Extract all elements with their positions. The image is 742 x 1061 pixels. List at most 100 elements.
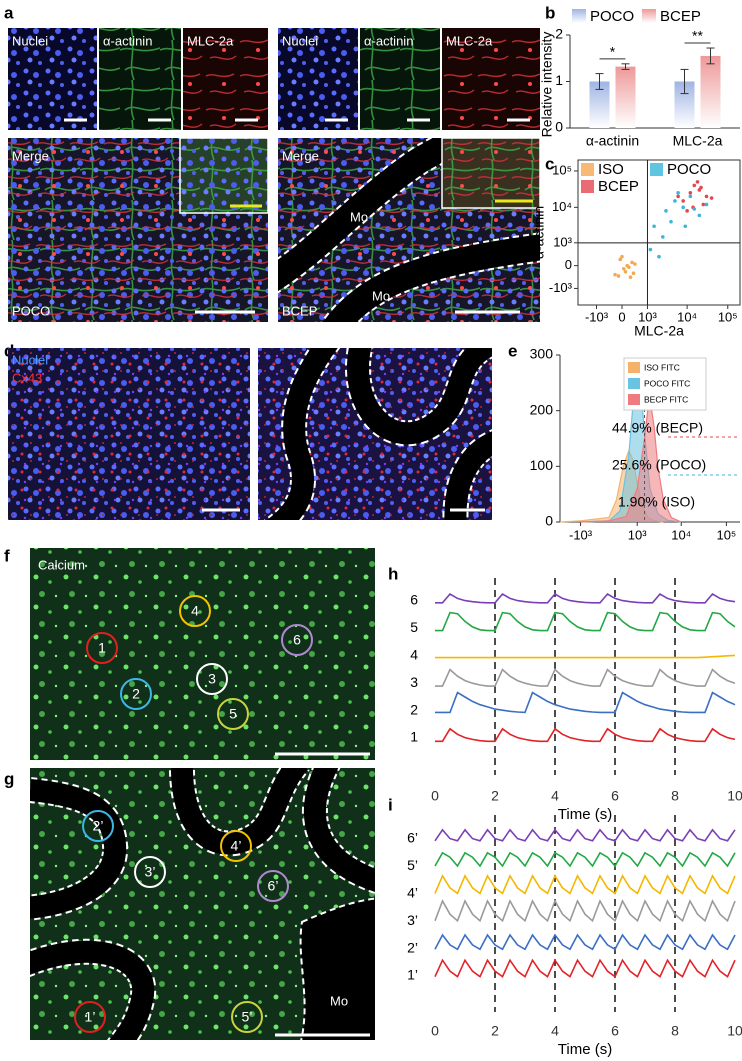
point [620, 254, 624, 259]
point [631, 271, 636, 276]
y-tick-label: 200 [530, 401, 554, 417]
point [623, 269, 628, 274]
band-group [264, 348, 492, 520]
legend-label: BECP FITC [644, 394, 688, 404]
panel-label: a [4, 3, 14, 22]
micrograph-texture [8, 28, 97, 130]
band [278, 138, 477, 292]
roi [74, 1001, 106, 1033]
band [299, 897, 375, 1040]
channel-label: Nuclei [12, 33, 48, 48]
inset-border [441, 137, 541, 209]
error-bar [595, 73, 604, 90]
point [669, 219, 673, 224]
area-fill [580, 405, 682, 522]
x-tick-label: 2 [491, 1023, 499, 1039]
trace [435, 668, 736, 687]
legend-swatch [628, 394, 640, 405]
x-tick-label: 10⁵ [716, 527, 736, 542]
legend-label: ISO FITC [644, 362, 680, 372]
roi-label: 2’ [93, 818, 104, 834]
x-tick-label: 0 [618, 309, 625, 324]
y-tick-label: 10³ [553, 234, 572, 249]
roi-label: 3 [208, 671, 216, 687]
band [304, 768, 375, 892]
roi-label: 6 [293, 632, 301, 648]
x-tick-label: 4 [551, 788, 559, 804]
micrograph-texture [442, 138, 540, 208]
legend-label: BCEP [660, 8, 701, 25]
trace [435, 611, 736, 632]
band [171, 768, 309, 855]
error-bar [621, 63, 630, 70]
roi [281, 624, 313, 656]
channel-label: Nuclei [282, 33, 318, 48]
trace [434, 851, 736, 868]
micrograph-texture [360, 28, 440, 130]
point [704, 202, 709, 207]
trace-label: 3 [410, 674, 418, 690]
legend-swatch [650, 163, 663, 176]
point [633, 262, 637, 266]
x-axis-title: Time (s) [558, 806, 612, 823]
panel-label: b [545, 3, 555, 22]
x-tick-label: 8 [671, 1023, 679, 1039]
point [692, 183, 697, 188]
point [630, 260, 634, 265]
micrograph-texture [183, 28, 268, 130]
point [683, 224, 688, 229]
y-tick-label: 2 [555, 26, 563, 42]
band [30, 940, 155, 1040]
legend-swatch [572, 9, 586, 23]
micrograph-texture [99, 28, 181, 130]
sample-label: POCO [12, 303, 50, 318]
point [685, 209, 689, 213]
x-tick-label: 6 [611, 1023, 619, 1039]
legend-swatch [581, 180, 594, 193]
point [616, 274, 621, 278]
annotation: 44.9% (BECP) [612, 420, 703, 436]
x-tick-label: -10³ [569, 527, 593, 542]
panel-label: g [4, 769, 14, 788]
roi [179, 595, 211, 627]
trace [435, 592, 736, 604]
roi-label: 5’ [242, 1009, 253, 1025]
band-group [278, 138, 540, 322]
y-tick-label: 0 [545, 513, 553, 529]
band [30, 779, 127, 919]
x-tick-label: 10 [727, 1023, 742, 1039]
trace-label: 1 [410, 729, 418, 745]
x-tick-label: 8 [671, 788, 679, 804]
channel-label: α-actinin [364, 33, 413, 48]
y-tick-label: 1 [555, 72, 563, 88]
y-tick-label: 10⁴ [552, 199, 572, 214]
micrograph-texture [278, 28, 358, 130]
roi [257, 870, 289, 902]
bar [674, 81, 695, 128]
trace [434, 899, 736, 923]
point [688, 191, 693, 195]
trace-label: 5’ [407, 857, 418, 873]
y-tick-label: 0 [555, 119, 563, 135]
point [699, 185, 703, 190]
trace-label: 2 [410, 701, 418, 717]
point [701, 202, 706, 207]
roi [134, 856, 166, 888]
x-tick-label: 10³ [628, 527, 647, 542]
y-tick-label: 300 [530, 346, 554, 362]
point [661, 235, 665, 239]
bar [700, 55, 721, 128]
point [676, 194, 680, 199]
point [613, 272, 617, 277]
point [692, 207, 697, 211]
y-tick-label: -10³ [549, 280, 573, 295]
point [676, 191, 680, 195]
legend-swatch [581, 163, 594, 176]
roi-label: 2 [132, 686, 140, 702]
trace-label: 4 [410, 647, 418, 663]
significance-label: * [610, 44, 616, 60]
point [664, 209, 668, 213]
roi [220, 830, 252, 862]
roi [86, 632, 118, 664]
